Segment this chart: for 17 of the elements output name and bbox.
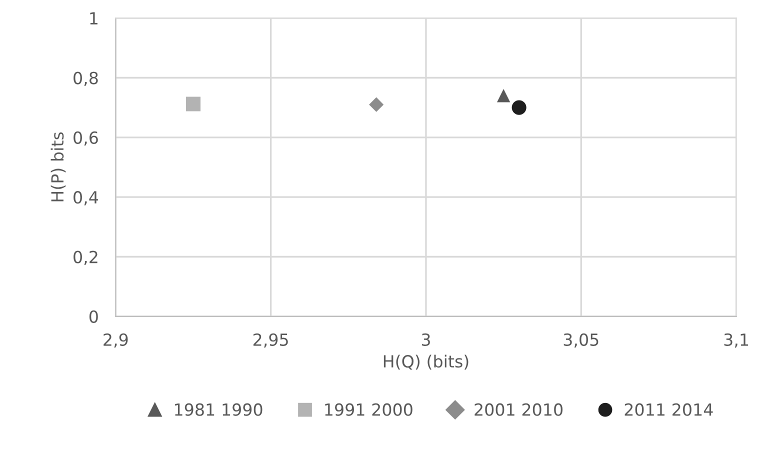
y-tick-label: 0,6 bbox=[74, 131, 98, 146]
x-tick-label: 3,05 bbox=[564, 333, 598, 348]
legend-label: 1981 1990 bbox=[175, 403, 262, 416]
y-tick-label: 1 bbox=[90, 12, 98, 24]
y-tick-label: 0 bbox=[89, 310, 98, 323]
x-tick-label: 3,1 bbox=[724, 333, 748, 348]
x-tick-label: 2,9 bbox=[104, 333, 128, 348]
y-tick-label: 0,4 bbox=[74, 191, 98, 206]
y-axis-title: H(P) bits bbox=[50, 132, 66, 202]
legend-label: 2001 2010 bbox=[474, 403, 562, 416]
y-tick-label: 0,2 bbox=[74, 250, 98, 266]
legend-label: 1991 2000 bbox=[325, 403, 412, 416]
legend-label: 2011 2014 bbox=[624, 403, 713, 416]
y-tick-label: 0,8 bbox=[74, 72, 98, 86]
x-axis-title: H(Q) (bits) bbox=[384, 354, 468, 370]
x-tick-label: 3 bbox=[422, 333, 430, 346]
x-tick-label: 2,95 bbox=[253, 333, 288, 348]
